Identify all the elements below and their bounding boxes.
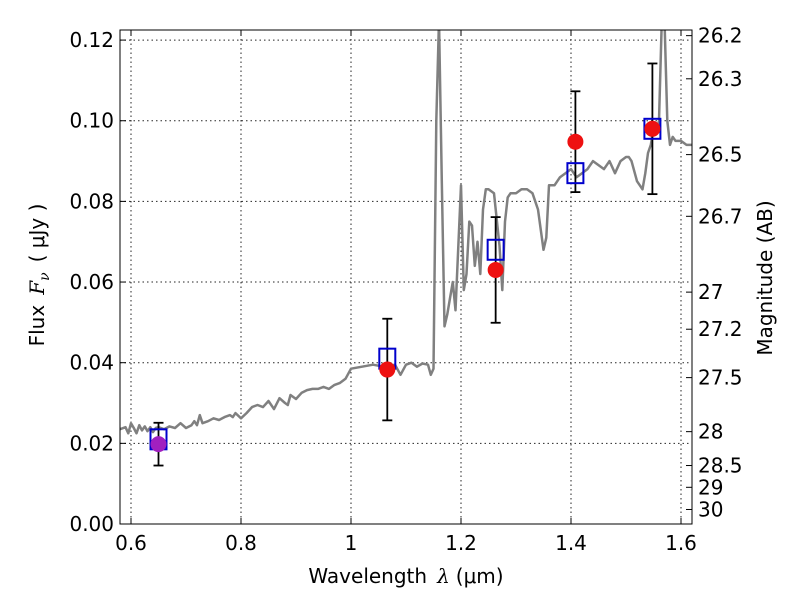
y-tick-label: 0.00: [69, 512, 114, 536]
x-tick-label: 0.6: [115, 531, 147, 555]
photometry-layer: [149, 62, 662, 467]
y-tick-label: 0.02: [69, 431, 114, 455]
spectrum-layer: [120, 30, 692, 435]
x-axis-label: Wavelength λ (μm): [308, 564, 503, 588]
y2-tick-label: 28.5: [698, 454, 743, 478]
y2-tick-label: 26.2: [698, 24, 743, 48]
y2-tick-label: 28: [698, 420, 723, 444]
model-square-marker: [486, 238, 505, 261]
grid-lines: [120, 30, 692, 525]
y2-tick-label: 26.3: [698, 67, 743, 91]
observed-point-marker: [567, 133, 584, 150]
observed-point-marker: [644, 120, 661, 137]
y-tick-label: 0.12: [69, 28, 114, 52]
observed-point-marker: [487, 261, 504, 278]
y-axis-label: FluxFν( μJy ): [25, 204, 53, 347]
y2-tick-label: 26.7: [698, 204, 743, 228]
y2-tick-label: 29: [698, 475, 723, 499]
x-tick-label: 1.4: [555, 531, 587, 555]
y2-tick-label: 27.5: [698, 366, 743, 390]
y-tick-label: 0.04: [69, 351, 114, 375]
x-tick-label: 1: [345, 531, 358, 555]
x-tick-label: 0.8: [225, 531, 257, 555]
observed-point-marker: [379, 361, 396, 378]
x-tick-label: 1.6: [665, 531, 697, 555]
right-axis-label: Magnitude (AB): [753, 200, 777, 355]
x-tick-label: 1.2: [445, 531, 477, 555]
y-tick-label: 0.10: [69, 109, 114, 133]
y-tick-label: 0.06: [69, 270, 114, 294]
plot-frame: [119, 29, 693, 525]
axis-ticks: 0.6 0.8 1 1.2 1.4 1.6 0.00 0.02 0.04 0.06 0.08 0.10…: [69, 24, 742, 555]
observed-point-marker: [150, 436, 167, 453]
y2-tick-label: 27: [698, 280, 723, 304]
spectrum-line: [120, 30, 692, 435]
model-square-marker: [566, 162, 585, 185]
y-tick-label: 0.08: [69, 189, 114, 213]
y2-tick-label: 26.5: [698, 143, 743, 167]
y2-tick-label: 30: [698, 497, 723, 521]
y2-tick-label: 27.2: [698, 317, 743, 341]
